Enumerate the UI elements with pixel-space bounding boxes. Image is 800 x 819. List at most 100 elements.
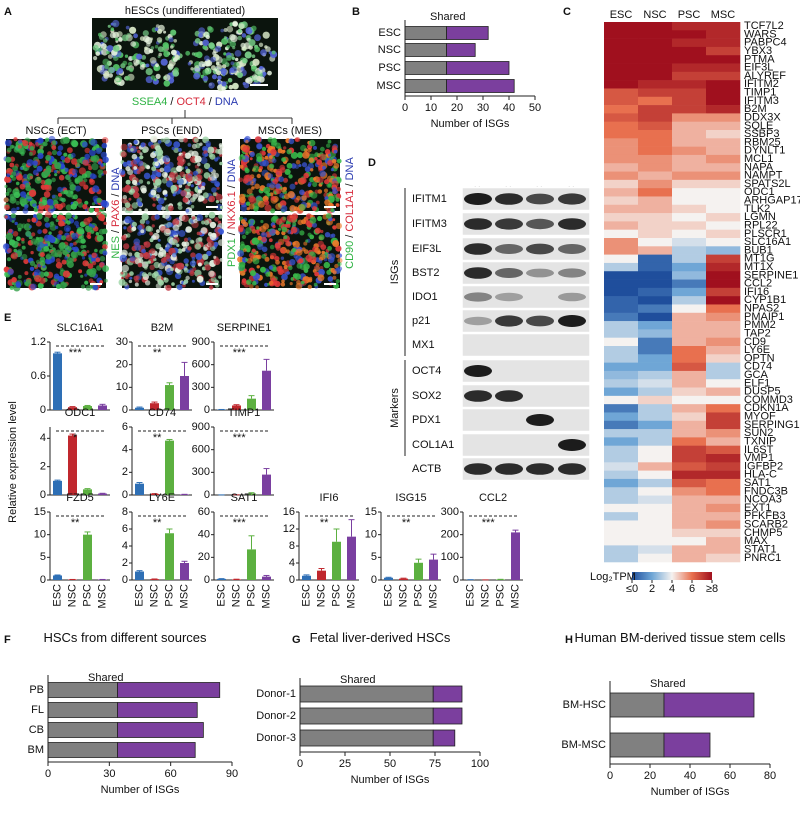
chart-title: B2M bbox=[151, 322, 174, 334]
blot-band bbox=[526, 414, 554, 426]
error-bar bbox=[181, 361, 188, 376]
cell bbox=[208, 146, 214, 153]
x-tick-label: 50 bbox=[384, 758, 396, 770]
cell bbox=[43, 216, 50, 223]
x-tick-label: ESC bbox=[51, 584, 63, 607]
heat-cell bbox=[672, 487, 707, 496]
x-tick-label: NSC bbox=[230, 584, 242, 607]
cell bbox=[17, 274, 22, 279]
separator: / bbox=[344, 234, 356, 238]
cell bbox=[281, 226, 288, 233]
cell bbox=[314, 152, 319, 157]
x-tick-label: 25 bbox=[339, 758, 351, 770]
heat-cell bbox=[672, 296, 707, 305]
cell bbox=[3, 197, 9, 203]
cell bbox=[275, 188, 282, 195]
heat-cell bbox=[706, 196, 741, 206]
cell bbox=[78, 167, 86, 175]
heat-cell bbox=[604, 296, 639, 305]
row-label: FNDC3B bbox=[744, 485, 788, 497]
cell bbox=[256, 173, 261, 179]
heat-cell bbox=[706, 379, 741, 388]
heat-cell bbox=[604, 138, 639, 147]
error-bar bbox=[248, 535, 255, 550]
heat-cell bbox=[604, 287, 639, 297]
x-tick-label: 0 bbox=[45, 768, 51, 780]
heat-cell bbox=[638, 246, 673, 255]
cell bbox=[54, 173, 58, 177]
cell bbox=[294, 273, 301, 280]
cell bbox=[74, 185, 81, 192]
cell bbox=[314, 189, 319, 194]
cell bbox=[219, 161, 223, 166]
cell bbox=[173, 39, 177, 43]
cell bbox=[37, 137, 44, 144]
cell bbox=[61, 259, 67, 265]
cell bbox=[74, 220, 79, 226]
cell bbox=[198, 27, 206, 35]
cell bbox=[194, 155, 202, 163]
cell bbox=[141, 248, 147, 254]
cell bbox=[299, 189, 305, 196]
cell bbox=[88, 166, 93, 171]
cell bbox=[126, 143, 131, 148]
cell bbox=[172, 218, 180, 226]
heat-cell bbox=[604, 362, 639, 372]
cell bbox=[43, 169, 51, 177]
scale-bar bbox=[206, 283, 218, 285]
cell bbox=[276, 266, 282, 272]
cell bbox=[260, 219, 264, 224]
cell bbox=[284, 271, 289, 276]
cell bbox=[88, 223, 93, 227]
cell bbox=[57, 275, 64, 283]
blot-band bbox=[558, 463, 586, 475]
cell bbox=[104, 64, 110, 70]
cell bbox=[327, 246, 332, 251]
row-label: SUN2 bbox=[744, 427, 773, 439]
chart-title: CCL2 bbox=[479, 492, 507, 504]
cell bbox=[257, 243, 264, 250]
cell bbox=[11, 176, 17, 181]
cell bbox=[317, 176, 324, 184]
bar bbox=[180, 563, 189, 580]
cell bbox=[218, 214, 223, 219]
y-tick-label: 4 bbox=[122, 444, 128, 456]
row-label: OPTN bbox=[744, 352, 775, 364]
cell bbox=[277, 227, 282, 231]
panel-label: F bbox=[4, 634, 11, 646]
cell bbox=[313, 177, 317, 181]
cell bbox=[265, 271, 271, 277]
cell bbox=[129, 26, 137, 34]
heat-cell bbox=[672, 55, 707, 64]
heat-cell bbox=[672, 412, 707, 422]
cell bbox=[263, 186, 271, 194]
cell bbox=[163, 253, 167, 258]
heat-cell bbox=[604, 478, 639, 488]
cell bbox=[82, 204, 88, 210]
y-tick-label: 2 bbox=[122, 466, 128, 478]
cell bbox=[279, 193, 285, 198]
x-tick-label: PSC bbox=[494, 584, 506, 607]
bar-segment bbox=[609, 692, 665, 718]
cell bbox=[210, 65, 216, 71]
cell bbox=[20, 152, 25, 156]
bar-segment bbox=[446, 26, 489, 40]
cell bbox=[190, 184, 194, 188]
error-bar bbox=[136, 406, 143, 408]
cell bbox=[133, 238, 141, 246]
significance: * bbox=[73, 432, 78, 444]
cell bbox=[281, 157, 286, 163]
cell bbox=[333, 162, 340, 169]
cell bbox=[117, 68, 124, 74]
blot-band bbox=[464, 390, 492, 402]
cell bbox=[214, 181, 221, 187]
heat-cell bbox=[706, 503, 741, 513]
cell bbox=[156, 204, 163, 211]
cell bbox=[183, 137, 188, 143]
heat-cell bbox=[638, 545, 673, 554]
heat-cell bbox=[672, 30, 707, 39]
y-tick-label: 300 bbox=[192, 381, 210, 393]
block-label: Markers bbox=[389, 388, 401, 428]
row-label: DDX3X bbox=[744, 111, 781, 123]
heat-cell bbox=[638, 420, 673, 430]
